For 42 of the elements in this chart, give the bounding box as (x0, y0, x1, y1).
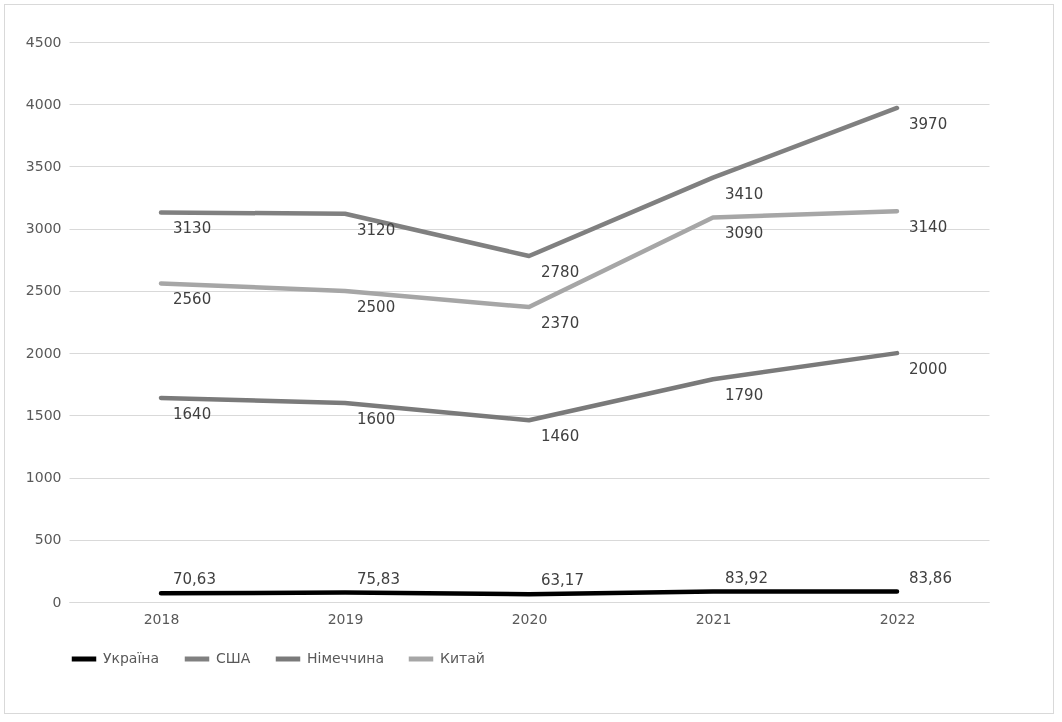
legend-label: Німеччина (307, 650, 384, 666)
data-label: 1460 (541, 427, 580, 446)
data-label: 63,17 (541, 571, 584, 590)
y-tick-label: 1000 (25, 469, 62, 486)
x-tick-label: 2022 (879, 610, 916, 627)
x-tick-label: 2021 (695, 610, 732, 627)
data-label: 2560 (173, 290, 212, 309)
data-label: 3970 (909, 114, 948, 133)
legend-label: Китай (440, 650, 485, 666)
y-tick-label: 3500 (25, 157, 62, 174)
data-label: 1790 (725, 386, 764, 405)
y-tick-label: 4500 (25, 33, 62, 50)
line-series (158, 208, 900, 310)
y-tick-label: 2000 (25, 344, 62, 361)
legend-label: США (216, 650, 251, 666)
data-label: 83,86 (909, 568, 952, 587)
data-label: 2500 (357, 297, 396, 316)
x-tick-label: 2020 (511, 610, 548, 627)
x-tick-label: 2019 (327, 610, 364, 627)
line-series (158, 105, 900, 259)
line-series (158, 350, 900, 423)
data-label: 3090 (725, 224, 764, 243)
data-label: 2780 (541, 263, 580, 282)
data-label: 2000 (909, 360, 948, 379)
y-tick-label: 1500 (25, 406, 62, 423)
y-tick-label: 500 (34, 531, 62, 548)
y-tick-label: 0 (52, 593, 62, 610)
data-label: 83,92 (725, 568, 768, 587)
data-label: 3410 (725, 184, 764, 203)
data-label: 3130 (173, 219, 212, 238)
data-label: 75,83 (357, 569, 400, 588)
x-tick-label: 2018 (143, 610, 180, 627)
data-label: 3120 (357, 220, 396, 239)
y-tick-label: 2500 (25, 282, 62, 299)
data-label: 70,63 (173, 570, 216, 589)
legend-label: Україна (103, 650, 160, 666)
y-tick-label: 4000 (25, 95, 62, 112)
y-tick-label: 3000 (25, 220, 62, 237)
data-label: 1600 (357, 409, 396, 428)
data-label: 2370 (541, 314, 580, 333)
data-label: 1640 (173, 404, 212, 423)
data-label: 3140 (909, 218, 948, 237)
